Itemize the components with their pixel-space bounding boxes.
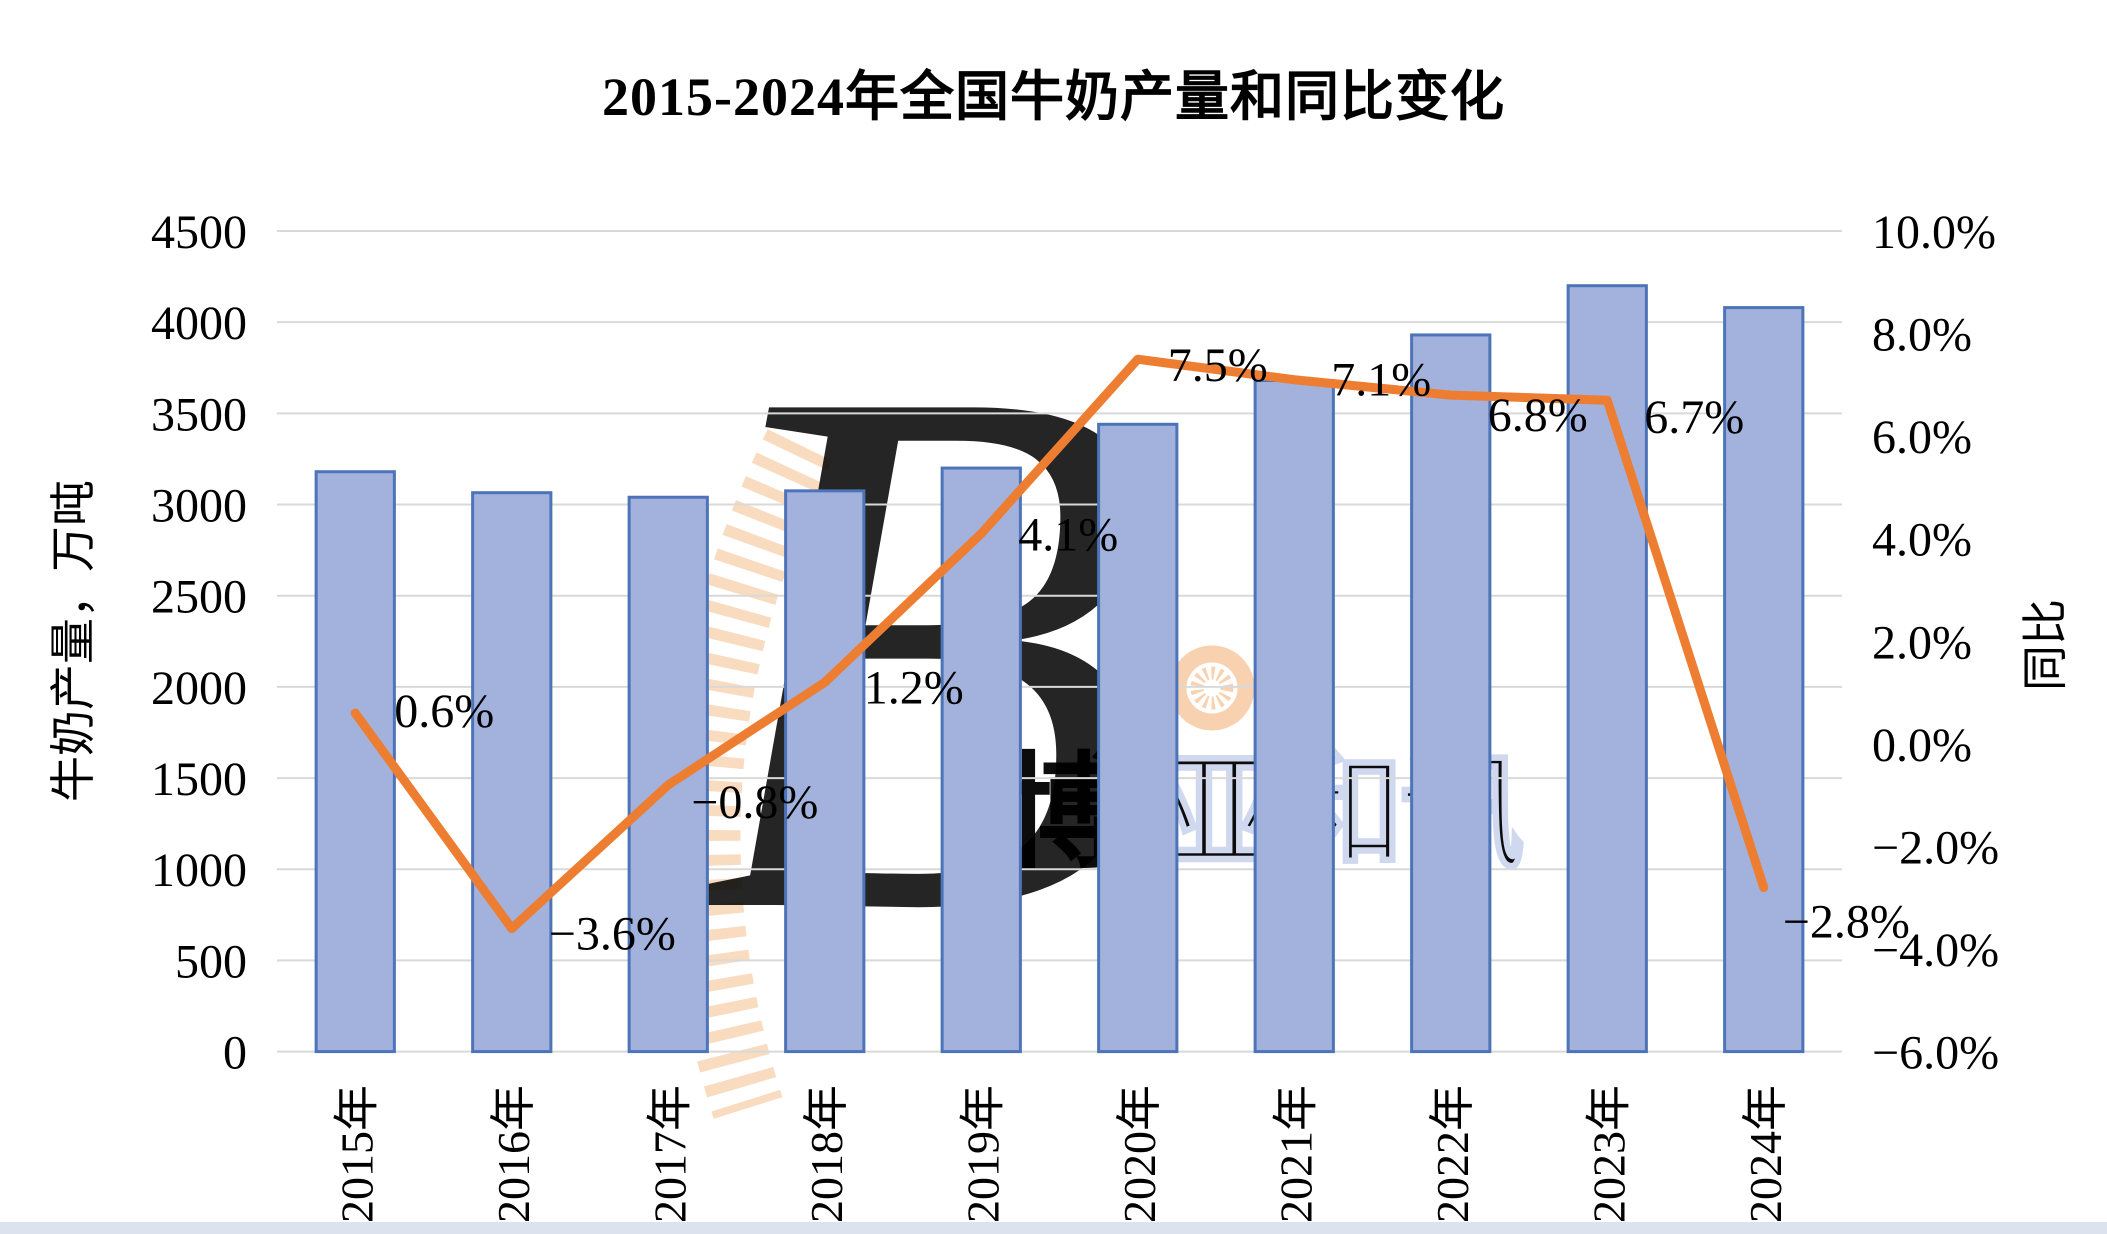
x-axis-label-2022年: 2022年: [1427, 1085, 1478, 1223]
left-axis-tick: 3500: [151, 388, 247, 441]
yoy-line: [350, 354, 1769, 934]
data-label-2018年: 1.2%: [864, 661, 964, 714]
left-axis-tick: 4500: [151, 206, 247, 259]
data-label-2015年: 0.6%: [394, 685, 494, 738]
left-axis-tick: 500: [175, 935, 247, 988]
bar-2015年: [314, 470, 396, 1054]
chart-title: 2015-2024年全国牛奶产量和同比变化: [602, 67, 1505, 127]
right-axis-tick: 2.0%: [1872, 616, 1972, 669]
x-axis-label-2016年: 2016年: [488, 1085, 539, 1223]
x-axis-label-2024年: 2024年: [1740, 1085, 1791, 1223]
data-label-2017年: −0.8%: [691, 776, 818, 829]
right-axis-tick: 4.0%: [1872, 514, 1972, 567]
right-axis-tick: 0.0%: [1872, 719, 1972, 772]
data-label-2023年: 6.7%: [1644, 391, 1744, 444]
watermark-sun-ring: [1169, 645, 1255, 731]
x-axis-label-2019年: 2019年: [957, 1085, 1008, 1223]
right-axis-tick: 10.0%: [1872, 206, 1996, 259]
right-axis-tick: 8.0%: [1872, 309, 1972, 362]
right-axis-tick: 6.0%: [1872, 411, 1972, 464]
left-axis-tick: 1000: [151, 844, 247, 897]
left-axis-tick: 0: [223, 1027, 247, 1080]
x-axis-label-2015年: 2015年: [331, 1085, 382, 1223]
bar-2020年: [1097, 422, 1179, 1054]
bottom-strip: [0, 1222, 2107, 1234]
bar-2024年: [1723, 306, 1805, 1054]
x-axis-label-2017年: 2017年: [644, 1085, 695, 1223]
right-axis-tick: −4.0%: [1872, 924, 1999, 977]
bar-2017年: [627, 495, 709, 1054]
data-label-2016年: −3.6%: [549, 908, 676, 961]
left-axis-title: 牛奶产量，万吨: [48, 480, 99, 802]
left-axis-tick: 2000: [151, 662, 247, 715]
left-axis-tick: 4000: [151, 297, 247, 350]
left-axis-tick: 3000: [151, 480, 247, 533]
left-axis-tick: 2500: [151, 571, 247, 624]
bar-series: [314, 284, 1805, 1054]
bar-2018年: [784, 489, 866, 1054]
data-label-2020年: 7.5%: [1168, 339, 1268, 392]
data-label-2022年: 6.8%: [1488, 389, 1588, 442]
x-axis-label-2021年: 2021年: [1270, 1085, 1321, 1223]
data-label-2019年: 4.1%: [1018, 509, 1118, 562]
bar-2016年: [471, 491, 553, 1054]
bar-2021年: [1253, 379, 1335, 1054]
right-axis-title: 同比: [2020, 599, 2071, 691]
right-axis-tick: −6.0%: [1872, 1027, 1999, 1080]
right-axis-tick: −2.0%: [1872, 821, 1999, 874]
x-axis-label-2020年: 2020年: [1114, 1085, 1165, 1223]
bar-2022年: [1410, 333, 1492, 1054]
x-axis-label-2023年: 2023年: [1583, 1085, 1634, 1223]
watermark-sun-rays: [1190, 666, 1234, 710]
watermark-stripe-fan: [668, 429, 833, 1119]
watermark-letter: B: [690, 229, 1154, 1070]
data-label-2021年: 7.1%: [1331, 354, 1431, 407]
bar-2019年: [940, 466, 1022, 1054]
x-axis-label-2018年: 2018年: [801, 1085, 852, 1223]
data-label-2024年: −2.8%: [1783, 895, 1910, 948]
left-axis-tick: 1500: [151, 753, 247, 806]
